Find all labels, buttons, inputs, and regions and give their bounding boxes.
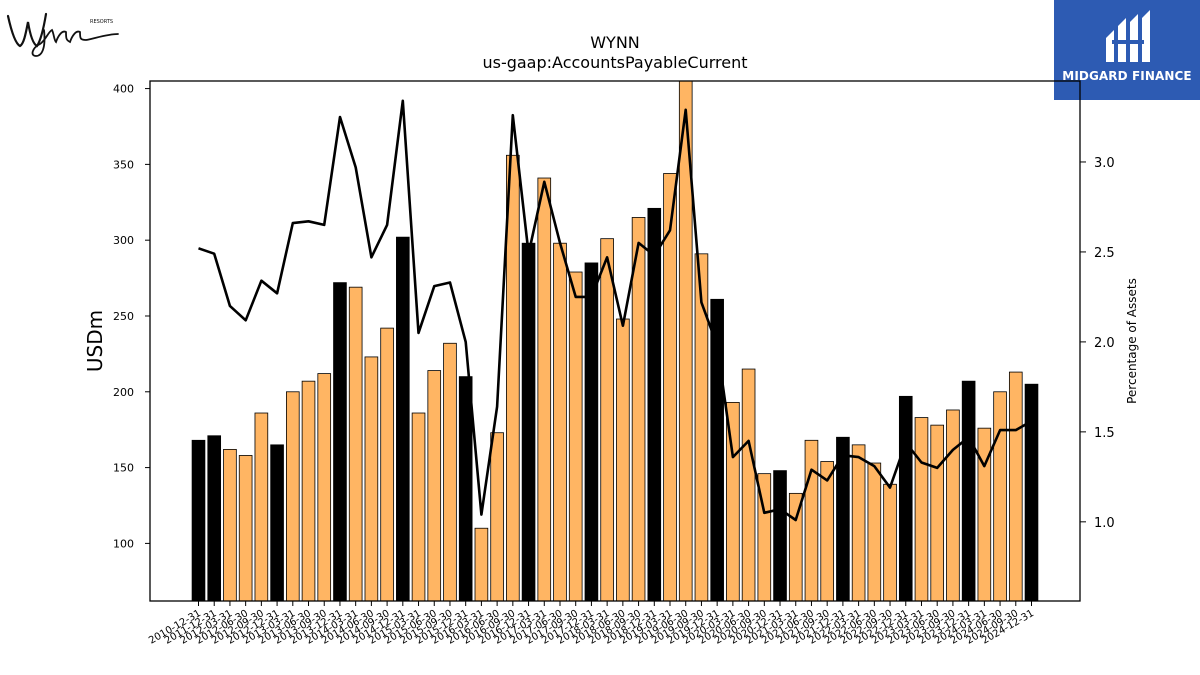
bar-2016-09-30 [506, 154, 520, 602]
bar-2021-09-30 [820, 461, 834, 602]
bar-2011-12-31 [207, 435, 222, 602]
bar-2018-03-31 [600, 238, 614, 602]
y-axis-label: USDm [83, 310, 107, 372]
percentage-line [198, 99, 1033, 522]
y2-tick-label: 1.5 [1094, 426, 1115, 441]
bar-2022-03-31 [851, 444, 866, 602]
bar-2023-12-31 [961, 380, 976, 602]
bar-2022-06-30 [867, 462, 882, 602]
bar-2012-06-30 [238, 455, 253, 602]
wynn-resorts-logo: RESORTS [6, 12, 119, 57]
bar-2014-03-31 [348, 286, 363, 602]
bar-2013-06-30 [301, 380, 316, 602]
bar-2024-12-31 [1024, 383, 1039, 602]
y2-tick-label: 2.0 [1094, 336, 1115, 351]
bar-2015-09-30 [443, 342, 457, 602]
y-tick-label: 250 [113, 310, 134, 323]
y-tick-label: 100 [113, 537, 134, 550]
bar-2014-09-30 [380, 327, 394, 602]
y-tick-label: 200 [113, 386, 134, 399]
bar-2016-03-31 [474, 527, 489, 602]
chart-title: WYNN [590, 33, 640, 52]
y-tick-label: 400 [113, 83, 134, 96]
y-tick-label: 300 [113, 234, 134, 247]
bar-2023-06-30 [930, 424, 944, 602]
midgard-finance-wordmark: MIDGARD FINANCE [1062, 69, 1192, 83]
plot-frame [149, 80, 1081, 602]
bar-2014-06-30 [364, 356, 379, 602]
bar-2017-06-30 [553, 242, 567, 602]
bar-2023-03-31 [914, 417, 929, 602]
bar-2017-09-30 [568, 271, 583, 602]
bar-2020-06-30 [741, 368, 756, 602]
y-tick-label: 150 [113, 462, 134, 475]
bar-2022-12-31 [898, 395, 913, 602]
bar-2018-09-30 [631, 217, 646, 602]
y2-tick-label: 1.0 [1094, 516, 1115, 531]
y2-tick-label: 2.5 [1094, 246, 1115, 261]
bar-2021-06-30 [804, 439, 819, 602]
bar-2020-12-31 [773, 470, 787, 602]
bar-2012-03-31 [223, 448, 237, 602]
bar-2016-06-30 [490, 432, 504, 602]
chart-subtitle: us-gaap:AccountsPayableCurrent [482, 53, 747, 72]
bar-2023-09-30 [946, 409, 960, 602]
bar-2013-12-31 [333, 282, 347, 602]
bar-2012-09-30 [254, 412, 269, 602]
bar-2010-12-31 [191, 439, 206, 602]
bar-2016-12-31 [521, 242, 536, 602]
bar-2018-12-31 [647, 207, 662, 602]
y2-axis-label: Percentage of Assets [1125, 278, 1139, 404]
bar-2017-12-31 [584, 262, 599, 602]
y2-tick-label: 3.0 [1094, 156, 1115, 171]
y-tick-label: 350 [113, 158, 134, 171]
midgard-finance-logo: MIDGARD FINANCE [1054, 0, 1200, 100]
bar-2015-06-30 [427, 370, 442, 602]
bar-2012-12-31 [270, 444, 284, 602]
bar-2013-09-30 [317, 373, 332, 602]
bar-2013-03-31 [286, 391, 300, 602]
bar-2017-03-31 [537, 177, 552, 602]
bar-2015-12-31 [458, 376, 473, 602]
bar-2014-12-31 [396, 236, 410, 602]
bar-2022-09-30 [883, 483, 897, 602]
bar-2015-03-31 [411, 412, 426, 602]
bar-2024-09-30 [1008, 371, 1023, 602]
bar-2024-06-30 [993, 391, 1007, 602]
bar-2018-06-30 [616, 318, 630, 602]
svg-text:RESORTS: RESORTS [90, 19, 113, 25]
